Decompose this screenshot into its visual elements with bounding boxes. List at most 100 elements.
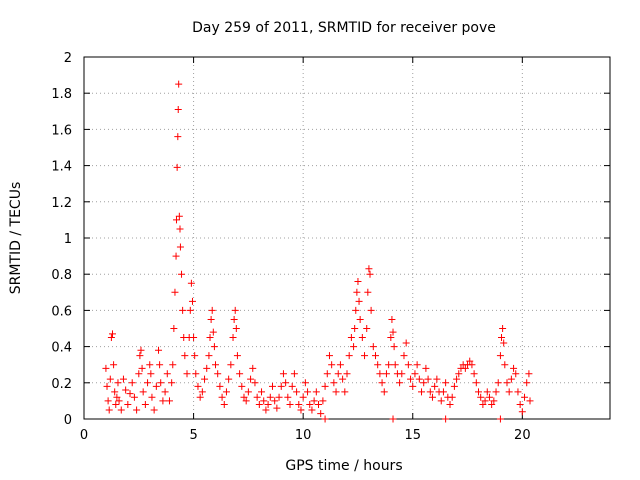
data-point [485, 393, 493, 401]
data-point [139, 388, 147, 396]
data-point [146, 361, 154, 369]
data-point [141, 401, 149, 409]
data-point [214, 370, 222, 378]
data-point [380, 388, 388, 396]
data-point [212, 361, 219, 369]
data-point [229, 334, 237, 342]
data-point [124, 401, 132, 409]
data-point [526, 397, 534, 405]
data-point [172, 252, 180, 260]
data-point [106, 375, 114, 383]
data-point [496, 352, 504, 360]
data-point [277, 382, 285, 390]
data-point [387, 334, 395, 342]
data-point [206, 334, 214, 342]
data-point [230, 315, 238, 323]
data-point [514, 388, 522, 396]
data-point [186, 306, 194, 314]
data-point [194, 382, 202, 390]
data-point [179, 306, 187, 314]
data-point [130, 393, 138, 401]
data-point [114, 379, 122, 387]
data-point [325, 352, 333, 360]
data-point [382, 370, 390, 378]
data-point [448, 393, 456, 401]
y-tick-label: 0.6 [51, 304, 72, 319]
data-point [525, 370, 533, 378]
data-point [398, 370, 406, 378]
y-tick-label: 1 [64, 232, 72, 247]
data-point [144, 379, 152, 387]
data-point [404, 361, 412, 369]
data-point [428, 393, 436, 401]
data-point [369, 343, 377, 351]
data-point [415, 375, 423, 383]
y-tick-label: 0.4 [51, 341, 72, 356]
data-point [352, 306, 360, 314]
data-point [191, 352, 199, 360]
data-point [172, 216, 180, 224]
data-point [341, 388, 349, 396]
data-point [334, 370, 342, 378]
data-point [494, 379, 502, 387]
x-tick-label: 0 [80, 428, 88, 443]
data-point [107, 334, 115, 342]
data-point [288, 382, 296, 390]
data-point [266, 393, 274, 401]
data-point [157, 379, 165, 387]
x-tick-label: 15 [404, 428, 421, 443]
data-point [178, 270, 186, 278]
data-point [218, 393, 226, 401]
y-tick-label: 1.2 [51, 196, 72, 211]
data-point [181, 352, 189, 360]
data-point [507, 375, 515, 383]
data-point [128, 379, 136, 387]
data-point [196, 393, 204, 401]
y-tick-label: 1.6 [51, 123, 72, 138]
data-point [268, 382, 276, 390]
data-point [315, 401, 323, 409]
data-point [351, 325, 359, 332]
data-point [345, 352, 353, 360]
data-point [367, 306, 375, 314]
x-tick-label: 20 [514, 428, 531, 443]
data-point [472, 379, 480, 387]
data-point [137, 346, 145, 354]
data-point [328, 361, 336, 369]
data-point [481, 397, 489, 405]
data-point [136, 352, 144, 360]
data-point [290, 370, 298, 378]
data-point [126, 390, 134, 398]
data-point [233, 352, 241, 360]
data-point [500, 339, 508, 347]
data-point [102, 364, 110, 372]
data-point [353, 288, 361, 296]
data-point [498, 334, 506, 342]
data-point [424, 375, 432, 383]
data-point [175, 212, 183, 220]
data-point [112, 401, 120, 409]
data-point [264, 401, 272, 409]
data-point [496, 415, 504, 423]
data-point [138, 364, 146, 372]
data-point [363, 325, 371, 332]
data-point [378, 379, 386, 387]
data-point [442, 415, 450, 423]
data-point [203, 364, 211, 372]
data-point [258, 388, 266, 396]
data-point [356, 315, 364, 323]
data-point [108, 330, 116, 338]
data-point [418, 388, 426, 396]
data-point [205, 352, 213, 360]
data-point [396, 379, 404, 387]
data-point [255, 401, 263, 409]
data-point [111, 388, 119, 396]
y-tick-label: 0.8 [51, 268, 72, 283]
data-point [501, 361, 509, 369]
data-point [321, 415, 329, 423]
data-point [159, 397, 167, 405]
data-point [376, 370, 384, 378]
data-point [330, 379, 338, 387]
data-point [413, 361, 421, 369]
